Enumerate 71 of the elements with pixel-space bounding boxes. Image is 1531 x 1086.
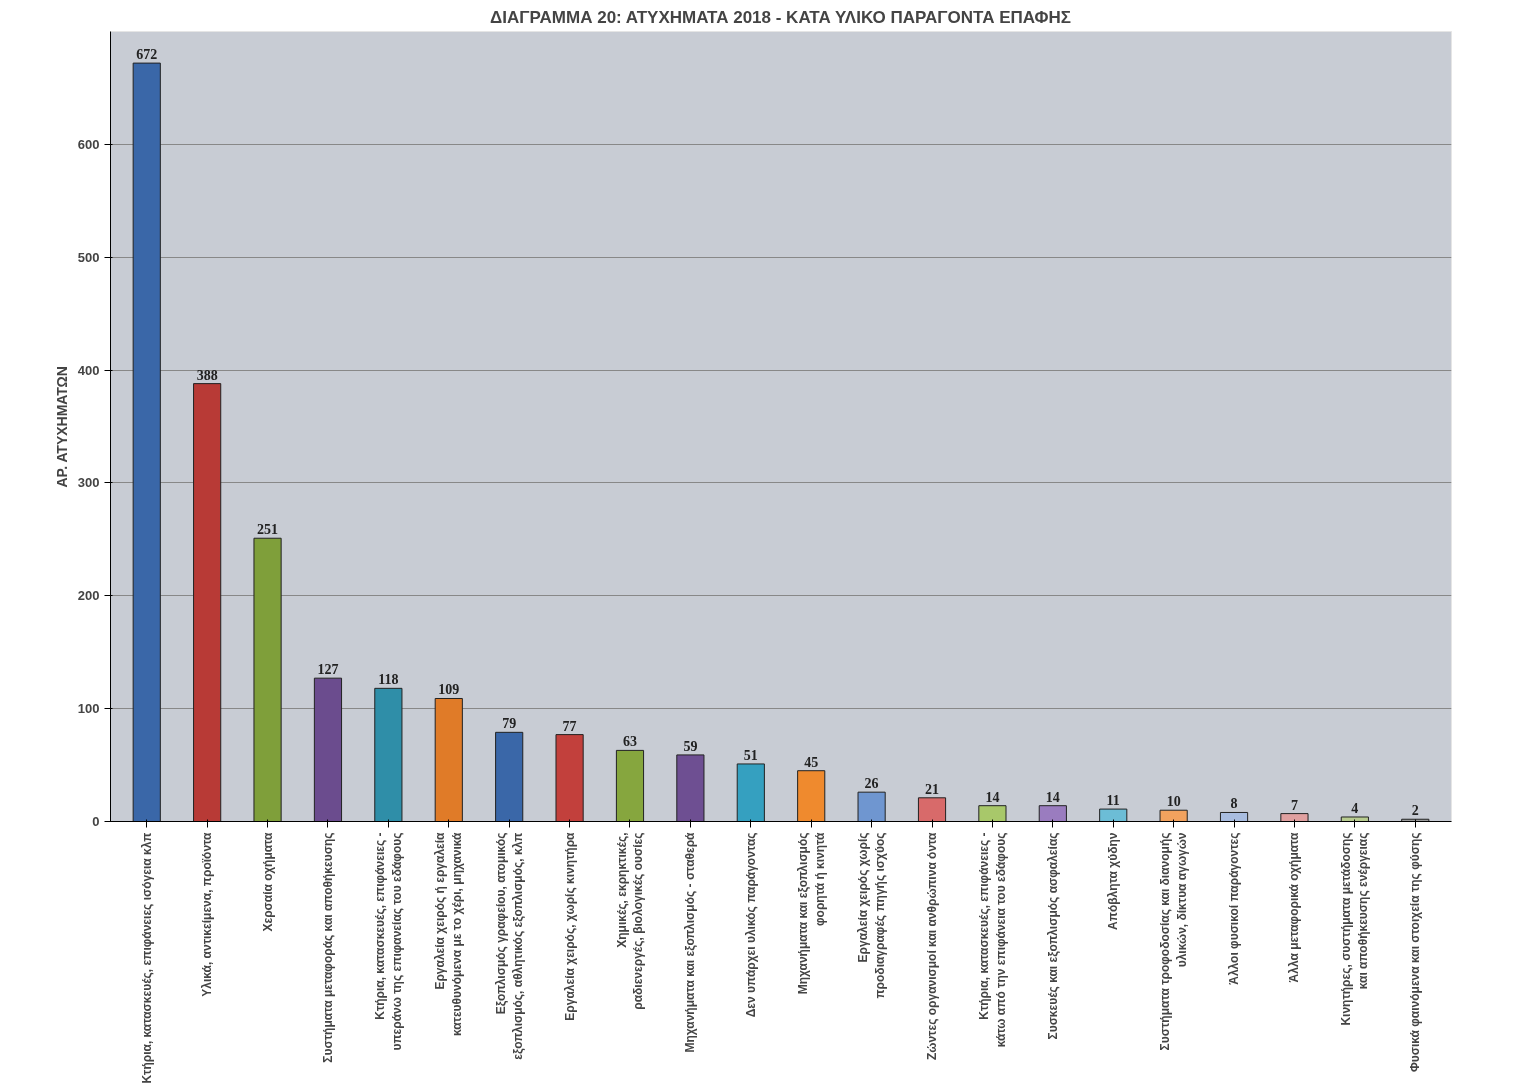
data-label: 251 bbox=[257, 522, 279, 538]
bar bbox=[495, 731, 524, 822]
y-tick-label: 100 bbox=[77, 701, 100, 717]
y-tick-label: 400 bbox=[77, 362, 100, 378]
y-axis-title: ΑΡ. ΑΤΥΧΗΜΑΤΩΝ bbox=[53, 366, 70, 488]
bar bbox=[132, 62, 161, 822]
bar bbox=[736, 763, 765, 822]
bar bbox=[615, 749, 645, 822]
x-tick-label: Κτήρια, κατασκευές, επιφάνειες ισόγεια κλπ bbox=[139, 832, 154, 1084]
data-label: 26 bbox=[864, 776, 879, 792]
x-tick-label: Άλλοι φυσικοί παράγοντες bbox=[1227, 832, 1242, 985]
data-label: 7 bbox=[1290, 797, 1298, 813]
data-label: 109 bbox=[438, 682, 460, 698]
bar bbox=[857, 791, 886, 822]
bar bbox=[1219, 811, 1249, 822]
x-tick-label: Εργαλεία χειρός χωρίς προδιαγραφές πηγής ισχύος bbox=[856, 832, 888, 999]
x-tick-label: Κτήρια, κατασκευές, επιφάνειες - υπεράνω της επιφανείας του εδάφους bbox=[372, 832, 404, 1051]
bar bbox=[978, 805, 1007, 822]
data-label: 8 bbox=[1230, 796, 1238, 812]
x-tick-label: Μηχανήματα και εξοπλισμός φορητά ή κινητά bbox=[795, 831, 827, 995]
data-label: 672 bbox=[136, 47, 158, 63]
x-tick-label: Χερσαία οχήματα bbox=[260, 831, 275, 932]
data-label: 59 bbox=[683, 738, 698, 754]
x-tick-label: Ζώντες οργανισμοί και ανθρώπινα όντα bbox=[925, 831, 940, 1061]
data-label: 77 bbox=[562, 718, 577, 734]
y-tick-label: 200 bbox=[77, 588, 100, 604]
y-tick-label: 300 bbox=[77, 475, 100, 491]
bar bbox=[253, 537, 282, 822]
bar bbox=[193, 383, 222, 822]
x-tick-label: Συστήματα τροφοδοσίας και διανομής υλικών, δίκτυα αγωγών bbox=[1158, 832, 1190, 1051]
x-tick-label: Δεν υπάρχει υλικός παράγοντας bbox=[743, 832, 758, 1018]
x-tick-label: Εργαλεία χειρός, χωρίς κινητήρα bbox=[562, 831, 577, 1021]
bar bbox=[313, 677, 343, 822]
bar bbox=[1280, 813, 1309, 822]
x-tick-label: Εξοπλισμός γραφείου, ατομικός εξοπλισμός, αθλητικός εξοπλισμός, κλπ bbox=[493, 832, 525, 1060]
y-tick-label: 600 bbox=[77, 136, 100, 152]
y-tick-label: 0 bbox=[92, 814, 100, 829]
chart-title: ΔΙΑΓΡΑΜΜΑ 20: ΑΤΥΧΗΜΑΤΑ 2018 - ΚΑΤΑ ΥΛΙΚΟ ΠΑΡΑΓΟΝΤΑ ΕΠΑΦΗΣ bbox=[490, 7, 1071, 27]
data-label: 51 bbox=[743, 747, 758, 763]
data-label: 63 bbox=[622, 734, 637, 750]
data-label: 10 bbox=[1166, 794, 1181, 810]
y-tick-label: 500 bbox=[77, 249, 100, 265]
bar bbox=[374, 687, 403, 822]
x-tick-label: Κινητήρες, συστήματα μετάδοσης και αποθήκευσης ενέργειας bbox=[1339, 832, 1371, 1026]
data-label: 118 bbox=[378, 672, 399, 688]
data-label: 79 bbox=[502, 716, 517, 732]
x-tick-label: Συστήματα μεταφοράς και αποθήκευσης bbox=[320, 832, 335, 1063]
bar bbox=[917, 797, 947, 822]
data-label: 4 bbox=[1351, 800, 1359, 816]
data-label: 11 bbox=[1106, 793, 1120, 809]
data-label: 388 bbox=[196, 367, 218, 383]
x-tick-label: Απόβλητα χύδην bbox=[1106, 832, 1121, 930]
bar bbox=[1340, 816, 1369, 822]
bar bbox=[1099, 808, 1128, 822]
data-label: 45 bbox=[804, 754, 819, 770]
bar bbox=[676, 754, 705, 822]
bar bbox=[1038, 805, 1067, 822]
bar bbox=[555, 734, 584, 822]
x-tick-label: Μηχανήματα και εξοπλισμός - σταθερά bbox=[683, 831, 698, 1053]
x-tick-label: Συσκευές και εξοπλισμός ασφαλείας bbox=[1045, 832, 1060, 1040]
bar bbox=[1159, 809, 1188, 822]
data-label: 2 bbox=[1411, 803, 1419, 819]
bar bbox=[434, 697, 463, 822]
x-tick-label: Άλλα μεταφορικά οχήματα bbox=[1287, 831, 1302, 983]
data-label: 127 bbox=[317, 662, 339, 678]
x-tick-label: Υλικά, αντικείμενα, προϊόντα bbox=[200, 831, 215, 997]
data-label: 14 bbox=[985, 789, 1000, 805]
data-label: 14 bbox=[1045, 789, 1060, 805]
data-label: 21 bbox=[925, 781, 940, 797]
bar bbox=[797, 770, 826, 822]
x-tick-label: Φυσικά φαινόμενα και στοιχεία της φύσης bbox=[1408, 832, 1423, 1073]
